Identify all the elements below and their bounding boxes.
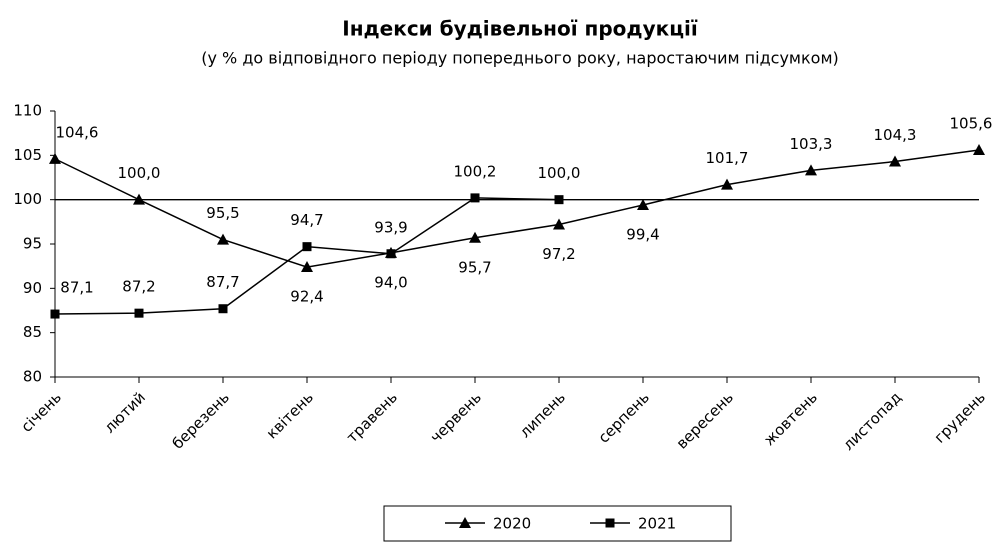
x-tick-label: листопад xyxy=(839,388,905,454)
data-label: 94,0 xyxy=(374,273,407,291)
x-tick-label: серпень xyxy=(595,388,653,446)
y-tick-label: 95 xyxy=(23,235,42,253)
data-point xyxy=(973,144,985,156)
series-line xyxy=(54,149,980,268)
data-point xyxy=(133,193,145,205)
data-point xyxy=(554,195,564,205)
data-point xyxy=(553,218,565,230)
y-tick-label: 85 xyxy=(23,323,42,341)
y-tick-label: 110 xyxy=(13,102,42,120)
data-label: 95,7 xyxy=(458,258,491,276)
data-label: 93,9 xyxy=(374,218,407,236)
chart-title: Індекси будівельної продукції xyxy=(342,17,698,41)
data-label: 104,3 xyxy=(874,126,917,144)
data-label: 87,1 xyxy=(60,279,93,297)
data-label: 100,2 xyxy=(454,162,497,180)
x-tick-label: січень xyxy=(18,388,65,435)
x-tick-label: квітень xyxy=(263,388,317,442)
legend-marker xyxy=(605,518,615,528)
data-label: 94,7 xyxy=(290,211,323,229)
data-label: 97,2 xyxy=(542,245,575,263)
legend-label: 2020 xyxy=(493,515,531,533)
x-tick-label: березень xyxy=(169,388,233,452)
data-point xyxy=(386,249,396,259)
data-point xyxy=(218,304,228,314)
x-tick-label: червень xyxy=(427,388,485,446)
x-tick-label: грудень xyxy=(931,388,989,446)
y-tick-label: 80 xyxy=(23,368,42,386)
data-point xyxy=(50,309,60,319)
data-point xyxy=(637,198,649,210)
data-label: 95,5 xyxy=(206,204,239,222)
data-point xyxy=(217,233,229,245)
data-point xyxy=(49,152,61,164)
x-tick-label: вересень xyxy=(673,388,737,452)
data-point xyxy=(301,261,313,273)
x-tick-label: жовтень xyxy=(760,388,821,449)
y-tick-label: 100 xyxy=(13,190,42,208)
data-point xyxy=(302,242,312,252)
data-label: 101,7 xyxy=(706,149,749,167)
data-point xyxy=(469,231,481,243)
legend-marker xyxy=(459,517,471,528)
data-label: 87,7 xyxy=(206,273,239,291)
x-tick-label: липень xyxy=(516,388,569,441)
data-point xyxy=(889,155,901,167)
chart-subtitle: (у % до відповідного періоду попередньог… xyxy=(201,49,839,68)
data-label: 100,0 xyxy=(538,164,581,182)
x-tick-label: лютий xyxy=(101,388,149,436)
data-label: 105,6 xyxy=(950,115,993,133)
data-label: 100,0 xyxy=(118,164,161,182)
x-tick-label: травень xyxy=(343,388,401,446)
data-label: 87,2 xyxy=(122,278,155,296)
y-tick-label: 90 xyxy=(23,279,42,297)
data-label: 92,4 xyxy=(290,288,323,306)
data-label: 103,3 xyxy=(790,135,833,153)
data-point xyxy=(134,308,144,318)
data-point xyxy=(470,193,480,203)
data-point xyxy=(805,164,817,176)
legend-box xyxy=(383,505,732,542)
data-label: 104,6 xyxy=(56,123,99,141)
data-point xyxy=(721,178,733,190)
legend-label: 2021 xyxy=(638,515,676,533)
y-tick-label: 105 xyxy=(13,146,42,164)
data-label: 99,4 xyxy=(626,225,659,243)
